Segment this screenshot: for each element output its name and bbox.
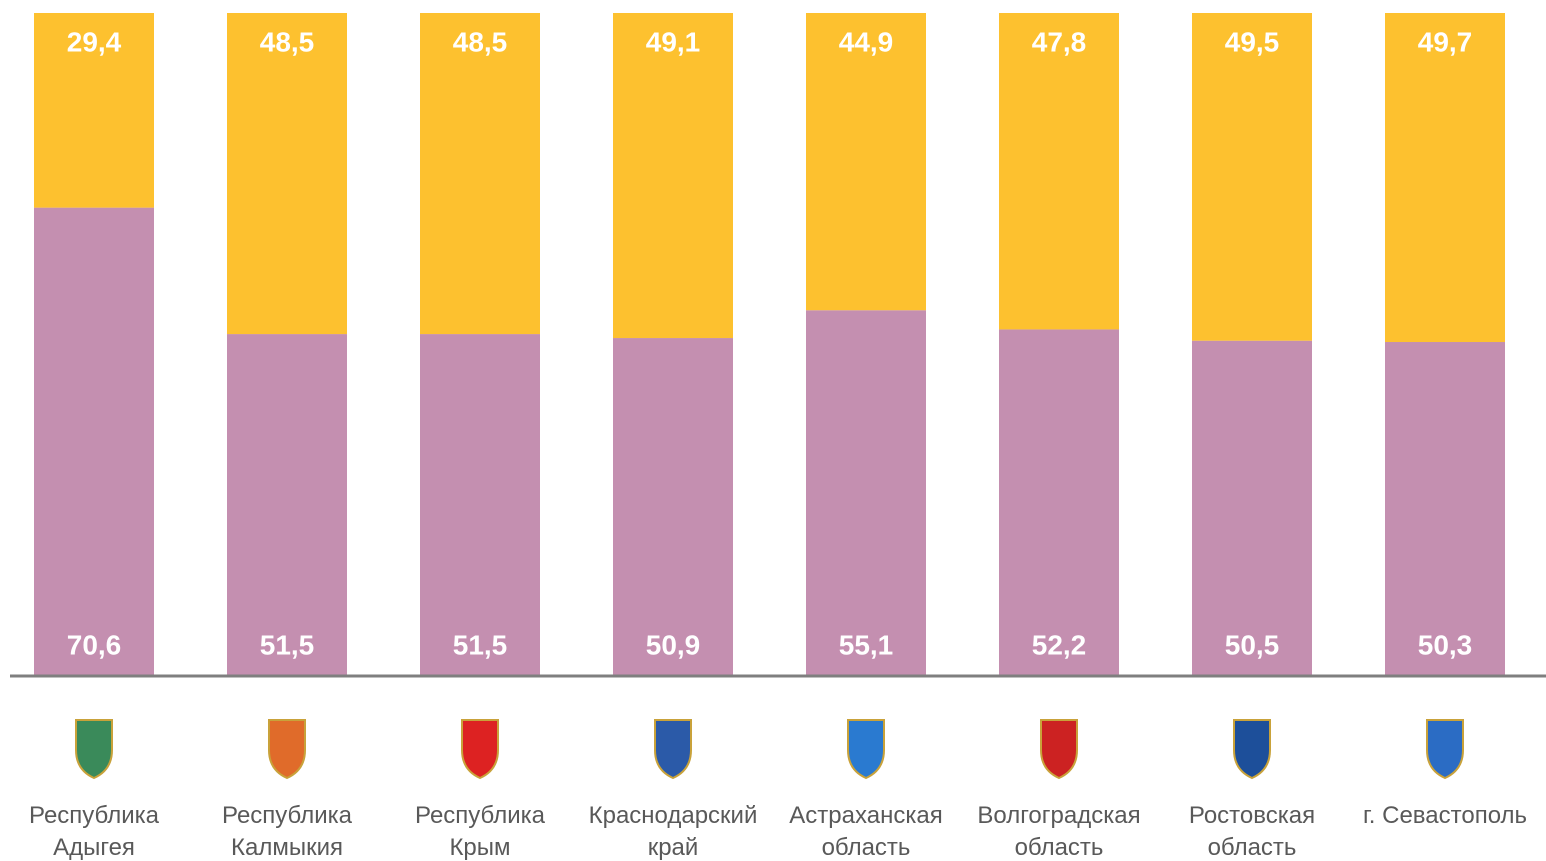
bar-segment [34, 13, 154, 208]
bar-segment [1192, 13, 1312, 341]
category-label: Краснодарский край [589, 802, 758, 861]
value-label: 48,5 [453, 26, 508, 57]
value-label: 29,4 [67, 26, 122, 57]
emblem [1426, 719, 1464, 780]
value-label: 49,5 [1225, 26, 1280, 57]
value-label: 55,1 [839, 629, 894, 660]
category-label: г. Севастополь [1363, 802, 1527, 829]
bar-segment [34, 207, 154, 676]
emblem-shield [1426, 719, 1464, 780]
category-label: Республика Адыгея [29, 802, 160, 861]
emblem-shield [847, 719, 885, 780]
category-label: Волгоградская область [977, 802, 1140, 861]
emblem-shield [654, 719, 692, 780]
value-label: 51,5 [453, 629, 508, 660]
value-label: 52,2 [1032, 629, 1087, 660]
value-label: 50,9 [646, 629, 701, 660]
bar-segment [1385, 342, 1505, 675]
bar-segment [613, 338, 733, 675]
category-label: Ростовская область [1189, 802, 1315, 861]
bar-segment [806, 13, 926, 311]
value-label: 49,7 [1418, 26, 1473, 57]
bar-segment [227, 13, 347, 335]
emblem [75, 719, 113, 780]
emblem [1040, 719, 1078, 780]
value-label: 44,9 [839, 26, 894, 57]
bar-segment [420, 334, 540, 675]
emblem-shield [268, 719, 306, 780]
bar-segment [613, 13, 733, 339]
value-label: 48,5 [260, 26, 315, 57]
value-label: 51,5 [260, 629, 315, 660]
emblem-shield [75, 719, 113, 780]
value-label: 47,8 [1032, 26, 1087, 57]
bar-segment [420, 13, 540, 335]
emblem [461, 719, 499, 780]
emblem [268, 719, 306, 780]
emblem-shield [1233, 719, 1271, 780]
emblem-shield [461, 719, 499, 780]
emblem [847, 719, 885, 780]
category-label: Астраханская область [789, 802, 942, 861]
emblem-shield [1040, 719, 1078, 780]
bar-segment [999, 329, 1119, 675]
bar-segment [1192, 340, 1312, 675]
emblem [1233, 719, 1271, 780]
bar-segment [999, 13, 1119, 330]
value-label: 70,6 [67, 629, 122, 660]
bar-segment [806, 310, 926, 675]
bar-segment [1385, 13, 1505, 343]
category-label: Республика Калмыкия [222, 802, 353, 861]
bar-segment [227, 334, 347, 675]
value-label: 50,3 [1418, 629, 1473, 660]
emblem [654, 719, 692, 780]
value-label: 49,1 [646, 26, 701, 57]
value-label: 50,5 [1225, 629, 1280, 660]
category-label: Республика Крым [415, 802, 546, 861]
